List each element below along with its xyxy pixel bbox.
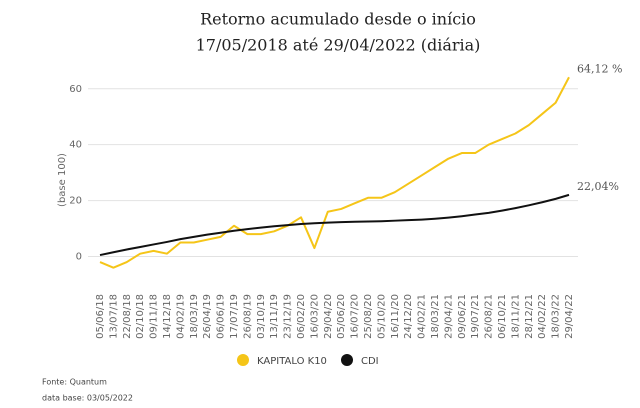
x-tick-label: 26/08/21 bbox=[484, 294, 495, 339]
x-tick-label: 23/12/19 bbox=[283, 294, 294, 339]
legend-label: KAPITALO K10 bbox=[257, 356, 327, 367]
source: Fonte: Quantum bbox=[42, 378, 107, 387]
x-tick-label: 06/06/19 bbox=[216, 294, 227, 339]
series-line bbox=[99, 193, 570, 257]
y-tick-label: 20 bbox=[69, 196, 82, 207]
end-label: 64,12 % bbox=[577, 62, 622, 75]
x-tick-label: 25/08/20 bbox=[363, 294, 374, 339]
x-tick-label: 09/06/21 bbox=[457, 294, 468, 339]
y-axis-label: (base 100) bbox=[57, 153, 68, 207]
x-tick-label: 16/03/20 bbox=[309, 294, 320, 339]
x-tick-label: 04/02/21 bbox=[417, 294, 428, 339]
x-tick-label: 04/02/19 bbox=[175, 294, 186, 339]
x-tick-label: 18/03/21 bbox=[430, 294, 441, 339]
x-tick-label: 24/12/20 bbox=[403, 294, 414, 339]
x-tick-label: 29/04/20 bbox=[323, 294, 334, 339]
x-tick-label: 26/04/19 bbox=[202, 294, 213, 339]
x-tick-label: 17/07/19 bbox=[229, 294, 240, 339]
chart-subtitle: 17/05/2018 até 29/04/2022 (diária) bbox=[196, 36, 481, 55]
x-tick-label: 29/04/21 bbox=[443, 294, 454, 339]
x-tick-label: 14/12/18 bbox=[162, 294, 173, 339]
x-tick-label: 19/07/21 bbox=[470, 294, 481, 339]
x-tick-label: 13/11/19 bbox=[269, 294, 280, 339]
x-tick-label: 05/06/20 bbox=[336, 294, 347, 339]
x-tick-label: 18/11/21 bbox=[510, 294, 521, 339]
x-tick-label: 22/08/18 bbox=[122, 294, 133, 339]
x-tick-label: 06/10/21 bbox=[497, 294, 508, 339]
x-tick-label: 09/11/18 bbox=[149, 294, 160, 339]
x-tick-label: 02/10/18 bbox=[135, 294, 146, 339]
x-tick-label: 28/12/21 bbox=[524, 294, 535, 339]
x-tick-label: 05/06/18 bbox=[95, 294, 106, 339]
x-tick-label: 06/02/20 bbox=[296, 294, 307, 339]
y-tick-label: 60 bbox=[69, 84, 82, 95]
date-note: data base: 03/05/2022 bbox=[42, 394, 133, 403]
x-tick-label: 05/10/20 bbox=[376, 294, 387, 339]
x-tick-label: 18/03/19 bbox=[189, 294, 200, 339]
x-tick-label: 29/04/22 bbox=[564, 294, 575, 339]
x-tick-label: 18/03/22 bbox=[551, 294, 562, 339]
chart-title: Retorno acumulado desde o início bbox=[200, 10, 476, 29]
x-tick-label: 26/08/19 bbox=[242, 294, 253, 339]
x-tick-label: 04/02/22 bbox=[537, 294, 548, 339]
x-tick-label: 03/10/19 bbox=[256, 294, 267, 339]
series-line bbox=[99, 76, 570, 269]
x-tick-label: 13/07/18 bbox=[108, 294, 119, 339]
end-label: 22,04% bbox=[577, 180, 619, 193]
y-tick-label: 0 bbox=[76, 251, 82, 262]
y-tick-label: 40 bbox=[69, 140, 82, 151]
x-tick-label: 16/07/20 bbox=[350, 294, 361, 339]
legend-swatch bbox=[237, 354, 249, 366]
x-tick-label: 16/11/20 bbox=[390, 294, 401, 339]
legend-label: CDI bbox=[361, 356, 379, 367]
legend-swatch bbox=[341, 354, 353, 366]
